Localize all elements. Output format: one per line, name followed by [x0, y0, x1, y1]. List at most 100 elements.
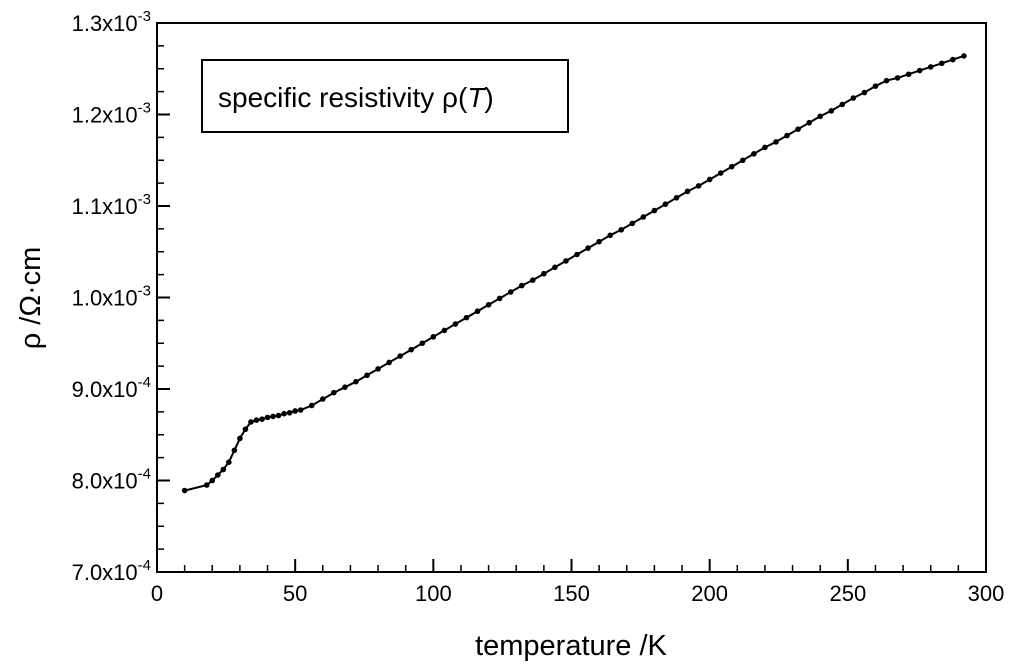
data-point: [281, 410, 287, 417]
x-tick-label: 50: [283, 581, 307, 606]
data-point: [342, 384, 348, 390]
data-point: [640, 214, 647, 220]
data-point: [662, 201, 669, 207]
data-point: [950, 56, 956, 63]
data-point: [717, 170, 724, 176]
data-point: [828, 108, 835, 114]
y-axis-title: ρ /Ω·cm: [15, 247, 47, 350]
data-point: [651, 207, 658, 214]
data-point: [226, 459, 232, 466]
data-point: [530, 277, 536, 283]
data-point: [806, 119, 812, 126]
data-point: [916, 67, 923, 74]
data-point: [386, 359, 392, 366]
data-point: [905, 71, 912, 78]
data-point: [231, 447, 238, 454]
series-layer: [181, 53, 967, 494]
x-tick-label: 200: [691, 581, 728, 606]
y-tick-label: 1.1x10-3: [72, 191, 151, 219]
data-point: [618, 226, 625, 233]
legend: specific resistivity ρ(T): [201, 59, 569, 133]
data-point: [762, 144, 768, 151]
data-point: [927, 64, 934, 70]
data-point: [961, 53, 967, 59]
data-point: [375, 366, 381, 372]
data-point: [883, 77, 890, 84]
data-point: [181, 487, 188, 494]
data-point: [485, 302, 492, 308]
data-point: [364, 372, 370, 379]
data-point: [938, 60, 945, 67]
data-point: [684, 188, 691, 195]
y-tick-label: 1.3x10-3: [72, 8, 151, 36]
y-tick-label: 7.0x10-4: [72, 557, 151, 585]
x-axis: 0 50 100 150 200 250 300: [151, 559, 1004, 606]
data-point: [441, 327, 448, 334]
data-point: [574, 251, 580, 258]
x-axis-title: temperature /K: [475, 630, 667, 662]
data-point: [850, 95, 857, 101]
data-point: [839, 101, 846, 108]
data-point: [740, 157, 746, 164]
data-point: [297, 407, 304, 413]
data-point: [585, 245, 591, 251]
data-point: [270, 413, 276, 420]
data-point: [474, 308, 481, 315]
data-point: [507, 289, 514, 295]
data-point: [728, 163, 735, 170]
data-point: [214, 472, 221, 478]
data-point: [242, 426, 249, 433]
data-point: [408, 346, 415, 353]
data-point: [552, 264, 558, 271]
data-point: [430, 334, 437, 340]
data-point: [220, 466, 227, 473]
data-point: [397, 353, 403, 359]
data-point: [463, 314, 470, 321]
data-point: [209, 477, 216, 484]
data-point: [773, 139, 779, 145]
data-point: [706, 176, 713, 183]
y-tick-label: 9.0x10-4: [72, 374, 151, 402]
data-point: [308, 402, 315, 409]
data-point: [452, 321, 459, 327]
data-point: [237, 435, 243, 442]
data-point: [751, 151, 757, 157]
data-point: [286, 409, 293, 416]
data-point: [861, 89, 868, 96]
y-tick-label: 1.2x10-3: [72, 100, 151, 128]
data-point: [353, 378, 359, 385]
data-point: [259, 416, 265, 422]
y-axis: 7.0x10-4 8.0x10-4 9.0x10-4 1.0x10-3 1.1x10-3…: [72, 8, 170, 585]
data-point: [795, 126, 801, 132]
data-point: [248, 419, 254, 425]
data-point: [607, 232, 613, 239]
x-tick-label: 150: [553, 581, 590, 606]
data-point: [784, 132, 790, 139]
data-point: [292, 408, 298, 414]
legend-box: [201, 59, 569, 133]
data-point: [695, 183, 702, 189]
data-point: [264, 414, 271, 421]
data-point: [203, 482, 210, 488]
x-tick-label: 300: [968, 581, 1005, 606]
data-point: [331, 389, 337, 396]
y-tick-label: 1.0x10-3: [72, 283, 151, 311]
x-tick-label: 100: [415, 581, 452, 606]
data-point: [817, 113, 823, 120]
data-point: [541, 270, 547, 277]
data-point: [496, 295, 503, 302]
data-point: [673, 194, 680, 201]
data-point: [253, 417, 260, 423]
x-tick-label: 0: [151, 581, 163, 606]
legend-label: specific resistivity ρ(T): [218, 82, 494, 113]
data-point: [563, 258, 569, 264]
data-point: [894, 75, 901, 81]
x-tick-label: 250: [829, 581, 866, 606]
data-point: [275, 412, 282, 419]
data-point: [872, 83, 879, 89]
data-point: [320, 396, 326, 402]
data-point: [629, 220, 636, 227]
data-point: [419, 340, 426, 347]
y-tick-label: 8.0x10-4: [72, 466, 151, 494]
